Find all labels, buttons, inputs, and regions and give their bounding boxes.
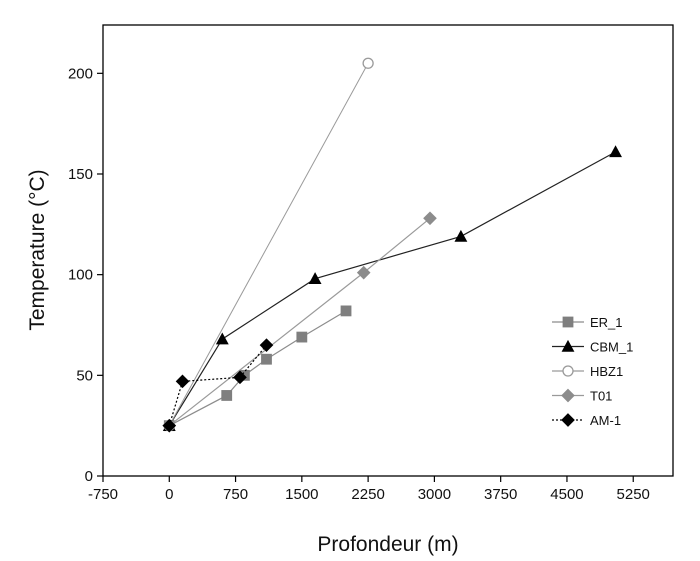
x-axis-title: Profondeur (m) [317,533,458,556]
data-point-t01 [423,211,437,226]
x-tick-label: -750 [88,486,118,503]
x-tick-label: 2250 [351,486,384,503]
y-tick-label: 100 [68,267,93,284]
legend: ER_1 CBM_1 HBZ1 T01 AM-1 [552,315,633,428]
legend-label-cbm-1: CBM_1 [590,340,633,355]
legend-item-er-1: ER_1 [552,315,623,330]
legend-label-hbz1: HBZ1 [590,364,623,379]
series-am-1 [162,338,274,433]
series-line-er-1 [168,310,347,427]
y-tick-label: 150 [68,166,93,183]
series-hbz1 [163,57,374,432]
legend-marker-t01 [561,388,575,403]
legend-label-am-1: AM-1 [590,413,621,428]
series-layer [162,57,622,433]
legend-label-er-1: ER_1 [590,315,623,330]
data-point-er-1 [340,305,352,317]
plot-frame [102,24,674,477]
y-tick-label: 50 [76,367,93,384]
legend-item-t01: T01 [552,389,612,404]
data-point-cbm-1 [215,332,229,345]
y-axis-title: Temperature (°C) [26,169,49,330]
data-point-cbm-1 [308,272,322,284]
x-tick-label: 750 [223,486,248,503]
data-point-cbm-1 [609,145,622,158]
data-point-am-1 [259,338,274,352]
series-line-hbz1 [168,63,369,426]
legend-item-am-1: AM-1 [552,413,621,428]
data-point-am-1 [162,418,177,433]
series-line-am-1 [168,344,267,426]
legend-label-t01: T01 [590,389,612,404]
legend-item-cbm-1: CBM_1 [552,340,633,355]
x-tick-label: 3750 [484,486,517,503]
legend-marker-er-1 [562,316,574,328]
data-point-er-1 [296,331,308,343]
legend-marker-am-1 [561,413,575,427]
y-tick-label: 200 [68,65,93,82]
x-tick-label: 0 [165,486,173,503]
tick-layer: -750 0 750 1500 2250 3000 3750 4500 525005010015… [68,65,650,503]
data-point-t01 [356,265,371,280]
legend-item-hbz1: HBZ1 [552,364,623,379]
x-tick-label: 5250 [617,486,650,503]
legend-marker-hbz1 [562,365,574,377]
series-t01 [162,211,437,433]
x-tick-label: 4500 [550,486,583,503]
series-line-t01 [168,217,431,427]
legend-marker-cbm-1 [561,339,575,352]
x-tick-label: 3000 [418,486,451,503]
series-er-1 [163,305,352,432]
series-cbm-1 [162,145,622,431]
x-tick-label: 1500 [285,486,318,503]
data-point-hbz1 [362,57,374,69]
data-point-am-1 [175,374,190,389]
data-point-er-1 [221,390,233,401]
data-point-cbm-1 [454,229,468,242]
y-tick-label: 0 [85,468,93,485]
data-point-er-1 [261,353,272,365]
data-point-am-1 [233,370,247,385]
